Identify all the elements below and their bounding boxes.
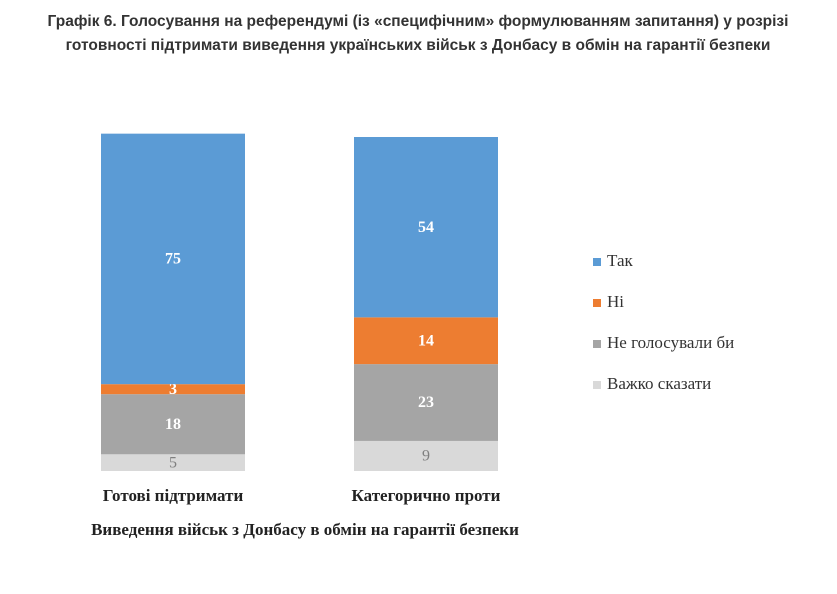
legend-label: Так [607,251,634,270]
legend-label: Ні [607,292,624,311]
bar-segment [354,137,498,318]
data-label: 9 [422,448,430,465]
x-tick-label: Категорично проти [352,486,501,505]
bar-segment [354,440,498,471]
bar-segment [101,384,245,395]
data-label: 54 [418,219,434,236]
legend-swatch [593,381,601,389]
bar-segment [354,364,498,441]
x-axis-label: Виведення військ з Донбасу в обмін на га… [91,520,519,539]
bar-segment [101,454,245,471]
data-label: 3 [169,381,177,398]
data-label: 23 [418,394,434,411]
legend-label: Важко сказати [607,374,711,393]
legend-swatch [593,340,601,348]
legend-label: Не голосували би [607,333,734,352]
data-label: 5 [169,454,177,471]
x-tick-label: Готові підтримати [103,486,244,505]
bar-segment [354,317,498,365]
data-label: 14 [418,332,434,349]
bar-segment [101,133,245,385]
chart-title: Графік 6. Голосування на референдумі (із… [47,13,789,54]
data-label: 18 [165,416,181,433]
bar-segment [101,394,245,455]
data-label: 75 [165,251,181,268]
legend-swatch [593,258,601,266]
legend-swatch [593,299,601,307]
